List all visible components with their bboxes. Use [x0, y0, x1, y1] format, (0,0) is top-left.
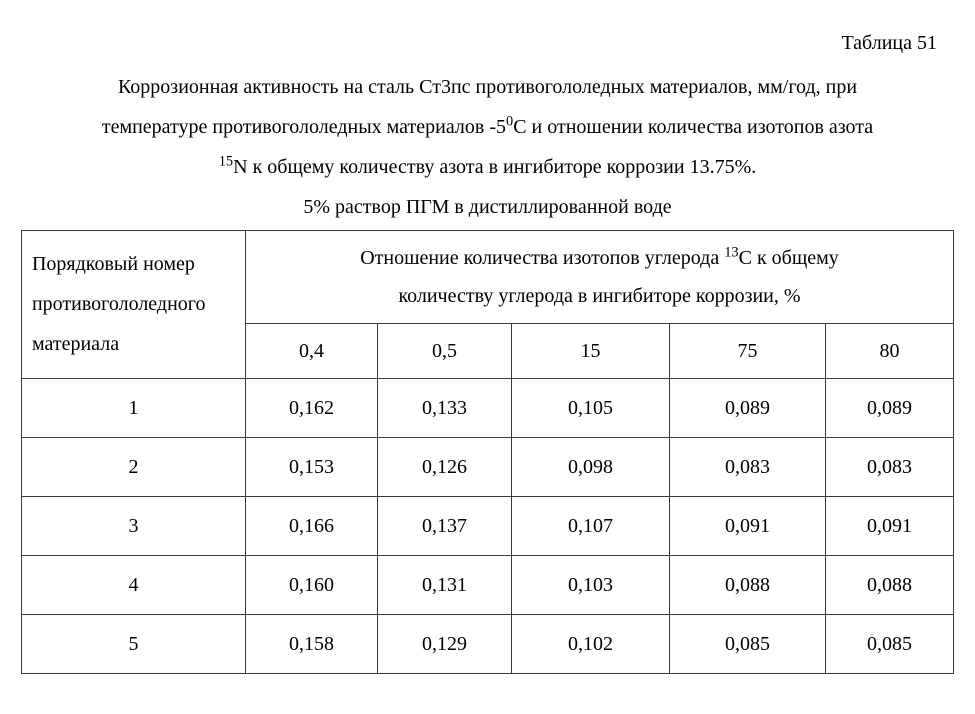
data-cell: 0,089 — [825, 379, 953, 438]
row-index-cell: 5 — [21, 615, 245, 674]
column-value-header: 80 — [825, 324, 953, 379]
data-cell: 0,133 — [377, 379, 511, 438]
data-cell: 0,105 — [511, 379, 669, 438]
data-cell: 0,158 — [245, 615, 377, 674]
column-value-header: 0,4 — [245, 324, 377, 379]
caption-line-3a: N к общему количеству азота в ингибиторе… — [233, 156, 756, 178]
table-number-label: Таблица 51 — [20, 24, 955, 62]
table-row: 30,1660,1370,1070,0910,091 — [21, 497, 953, 556]
data-cell: 0,085 — [825, 615, 953, 674]
caption-line-2a: температуре противогололедных материалов… — [102, 116, 506, 138]
data-cell: 0,166 — [245, 497, 377, 556]
row-index-cell: 4 — [21, 556, 245, 615]
row-header-cell: Порядковый номер противогололедного мате… — [21, 231, 245, 379]
data-cell: 0,083 — [825, 438, 953, 497]
caption-line-2b: С и отношении количества изотопов азота — [513, 116, 873, 138]
caption-line-2: температуре противогололедных материалов… — [28, 108, 948, 146]
column-value-header: 75 — [669, 324, 825, 379]
row-header-line-1: Порядковый номер — [32, 253, 195, 275]
caption-line-3: 15N к общему количеству азота в ингибито… — [28, 148, 948, 186]
column-value-header: 0,5 — [377, 324, 511, 379]
data-cell: 0,160 — [245, 556, 377, 615]
corrosion-data-table: Порядковый номер противогололедного мате… — [21, 230, 954, 674]
table-row: 50,1580,1290,1020,0850,085 — [21, 615, 953, 674]
data-cell: 0,137 — [377, 497, 511, 556]
col-header-line-1a: Отношение количества изотопов углерода — [360, 247, 724, 269]
column-header-span: Отношение количества изотопов углерода 1… — [245, 231, 953, 324]
column-value-header: 15 — [511, 324, 669, 379]
data-cell: 0,102 — [511, 615, 669, 674]
col-header-line-2: количеству углерода в ингибиторе коррози… — [398, 285, 800, 307]
superscript-c13: 13 — [724, 244, 738, 260]
row-index-cell: 1 — [21, 379, 245, 438]
superscript-n15: 15 — [219, 153, 233, 169]
row-index-cell: 2 — [21, 438, 245, 497]
col-header-line-1b: С к общему — [739, 247, 839, 269]
data-cell: 0,088 — [825, 556, 953, 615]
row-index-cell: 3 — [21, 497, 245, 556]
data-cell: 0,088 — [669, 556, 825, 615]
row-header-line-2: противогололедного — [32, 293, 206, 315]
data-cell: 0,085 — [669, 615, 825, 674]
table-row: 10,1620,1330,1050,0890,089 — [21, 379, 953, 438]
caption-line-4: 5% раствор ПГМ в дистиллированной воде — [28, 188, 948, 226]
data-cell: 0,162 — [245, 379, 377, 438]
data-cell: 0,131 — [377, 556, 511, 615]
data-cell: 0,091 — [825, 497, 953, 556]
row-header-line-3: материала — [32, 333, 119, 355]
data-cell: 0,083 — [669, 438, 825, 497]
data-cell: 0,098 — [511, 438, 669, 497]
data-cell: 0,153 — [245, 438, 377, 497]
data-cell: 0,129 — [377, 615, 511, 674]
data-cell: 0,107 — [511, 497, 669, 556]
table-header-row-1: Порядковый номер противогололедного мате… — [21, 231, 953, 324]
table-row: 20,1530,1260,0980,0830,083 — [21, 438, 953, 497]
caption-line-1: Коррозионная активность на сталь Ст3пс п… — [28, 68, 948, 106]
data-cell: 0,126 — [377, 438, 511, 497]
data-cell: 0,091 — [669, 497, 825, 556]
table-row: 40,1600,1310,1030,0880,088 — [21, 556, 953, 615]
data-cell: 0,089 — [669, 379, 825, 438]
data-cell: 0,103 — [511, 556, 669, 615]
